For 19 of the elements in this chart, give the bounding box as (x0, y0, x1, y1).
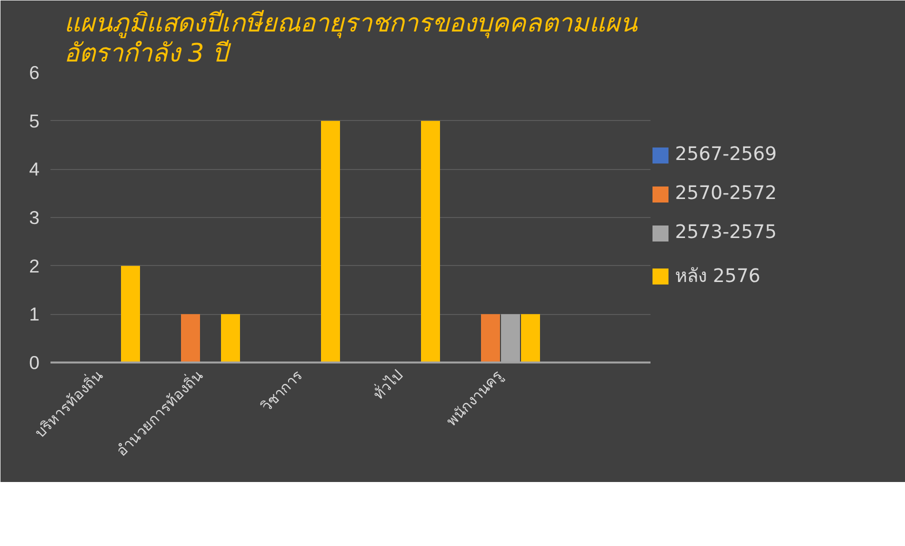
y-tick-label: 0 (29, 352, 40, 373)
y-tick-label: 3 (29, 207, 40, 228)
bar (121, 266, 140, 362)
y-tick-label: 5 (29, 110, 40, 132)
y-tick-label: 6 (29, 62, 40, 83)
chart-title: แผนภูมิแสดงปีเกษียณอายุราชการของบุคคลตามแผน อัตรากำลัง 3 ปี (64, 8, 638, 68)
bar (321, 120, 340, 362)
bar (521, 314, 540, 362)
bar (181, 314, 200, 362)
bar (481, 314, 500, 362)
legend-label: หลัง 2576 (675, 265, 760, 289)
bar (221, 314, 240, 362)
y-tick-label: 4 (29, 158, 40, 180)
y-tick-label: 1 (29, 304, 40, 325)
legend-label: 2573-2575 (675, 222, 777, 243)
legend-label: 2570-2572 (675, 183, 777, 204)
y-tick-label: 2 (29, 255, 40, 276)
legend-label: 2567-2569 (675, 144, 777, 165)
bar (421, 120, 440, 362)
